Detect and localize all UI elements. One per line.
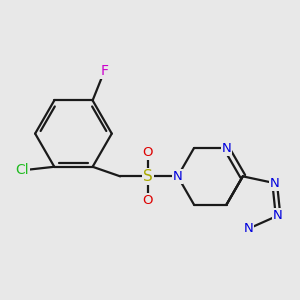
- Text: F: F: [100, 64, 108, 78]
- Text: N: N: [273, 209, 283, 222]
- Text: O: O: [142, 194, 153, 207]
- Text: N: N: [222, 142, 231, 154]
- Text: N: N: [270, 177, 280, 190]
- Text: Cl: Cl: [15, 164, 29, 177]
- Text: S: S: [143, 169, 153, 184]
- Text: O: O: [142, 146, 153, 159]
- Text: N: N: [173, 170, 182, 183]
- Text: N: N: [243, 222, 253, 235]
